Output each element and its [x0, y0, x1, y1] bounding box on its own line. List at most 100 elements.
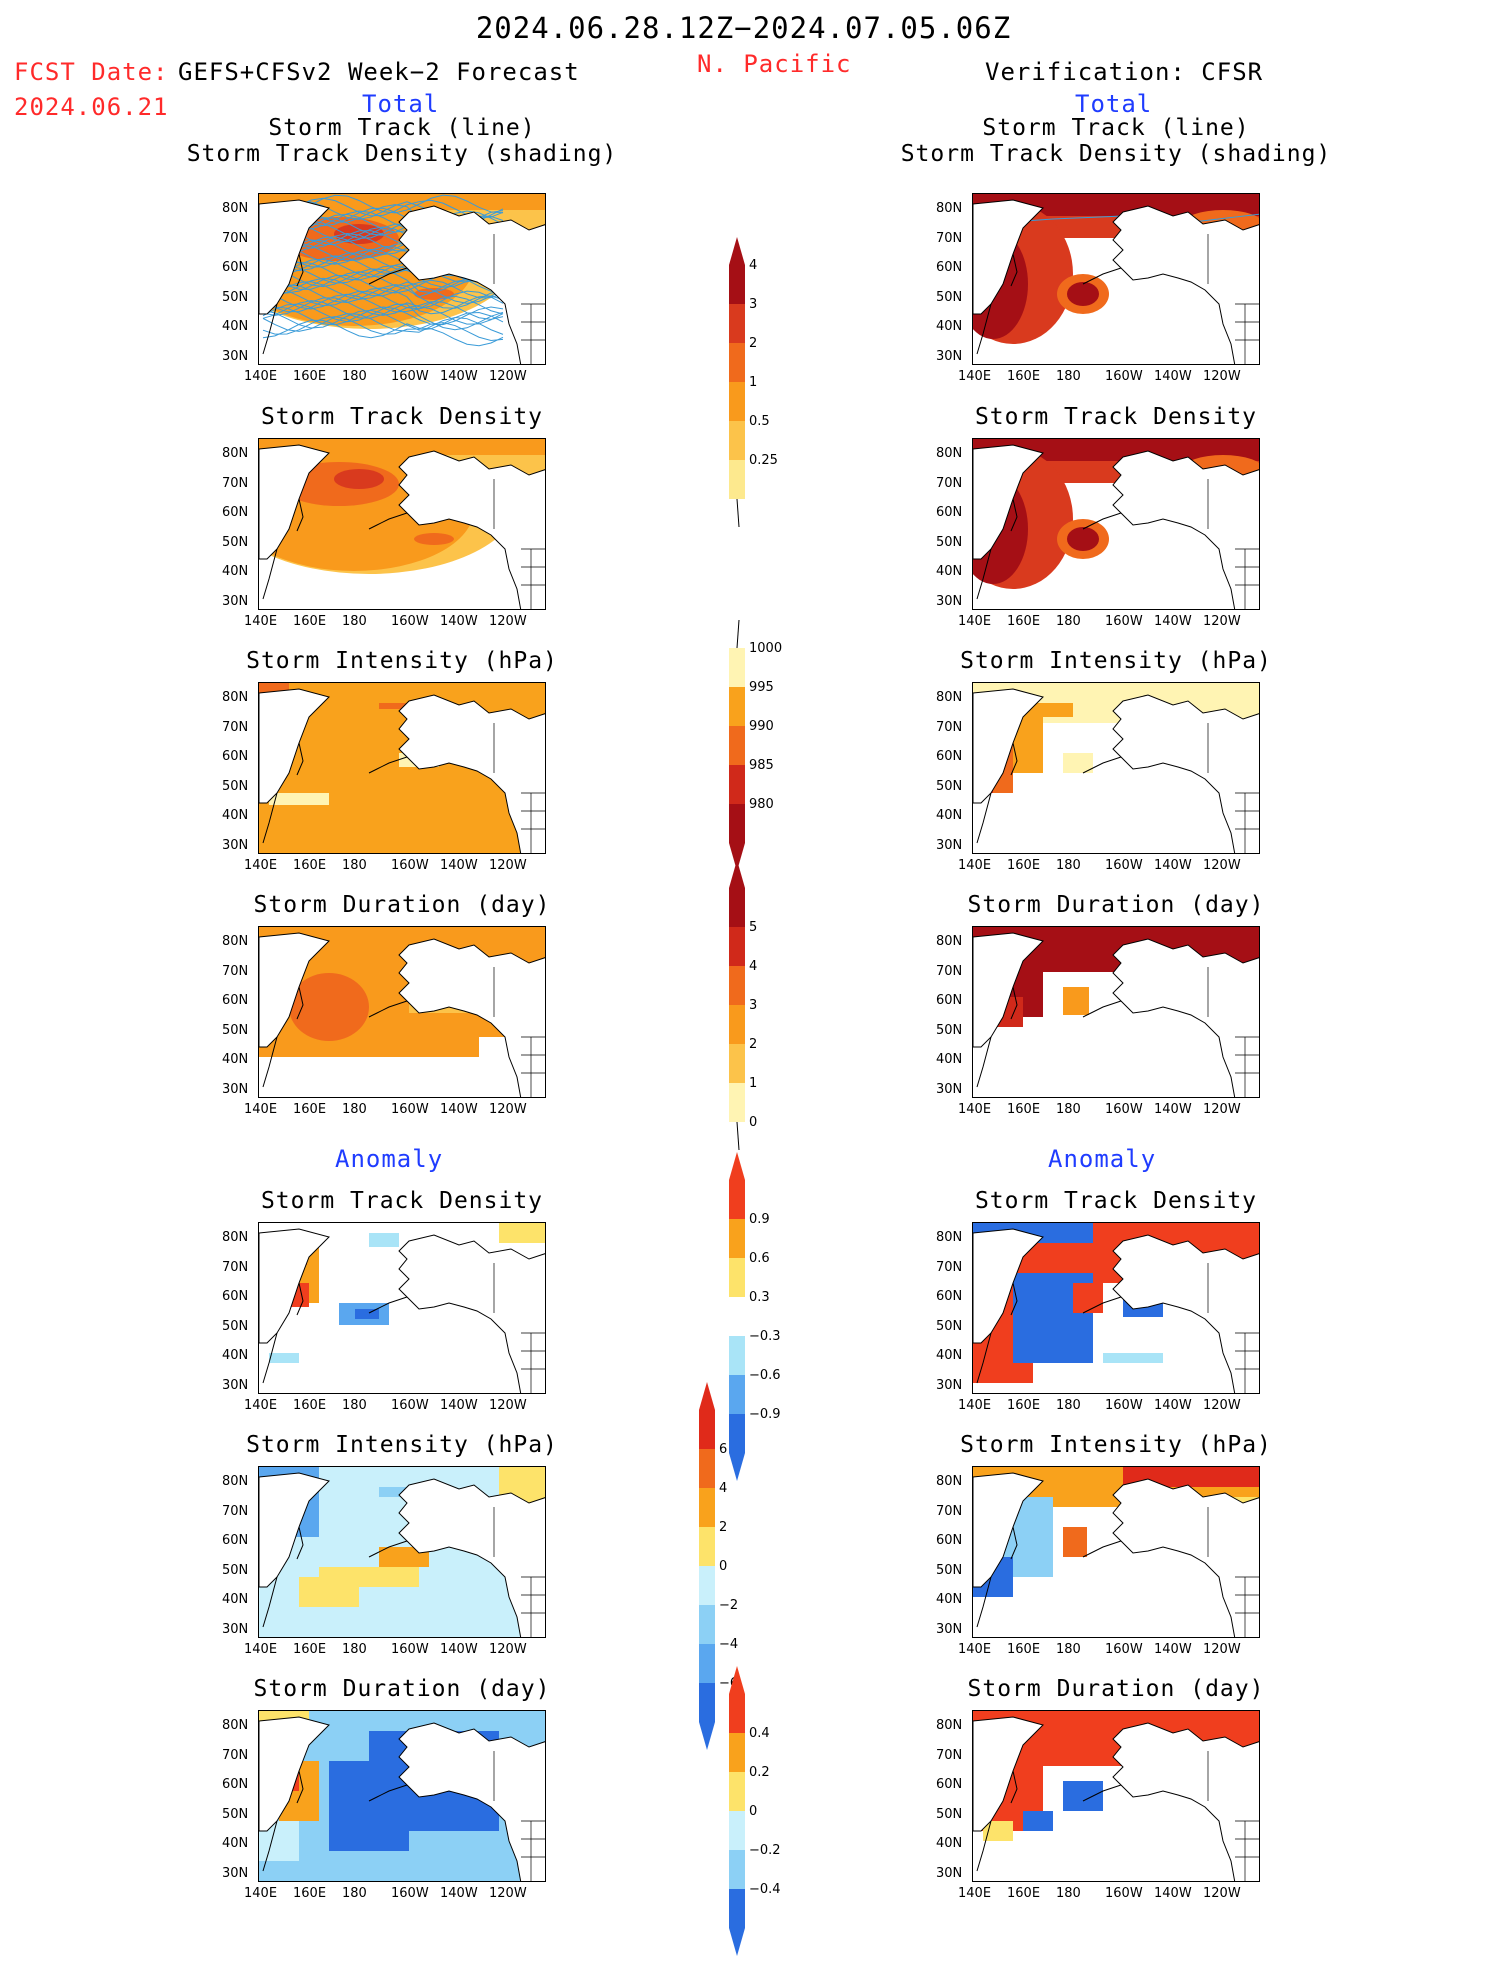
colorbar-label: 2 [719, 1520, 727, 1535]
track-line [262, 309, 504, 331]
lon-tick-label: 160W [391, 614, 429, 629]
fcst-model: GEFS+CFSv2 Week−2 Forecast [178, 58, 580, 86]
colorbar-label: 1 [749, 375, 757, 390]
lat-tick-label: 30N [936, 348, 963, 364]
border-line [1207, 234, 1259, 364]
panel-title: Storm Duration (day) [253, 892, 551, 918]
colorbar-label: 1 [749, 1076, 757, 1091]
lat-tick-label: 40N [222, 1052, 249, 1067]
colorbar-arrow [729, 1928, 745, 1956]
land-mass [398, 205, 545, 364]
land-mass [1112, 1722, 1259, 1881]
coastline [368, 512, 408, 530]
border-line [493, 234, 545, 364]
lon-tick-label: 180 [342, 369, 367, 384]
land-mass [1112, 1478, 1259, 1637]
colorbar-label: 0.25 [749, 453, 778, 468]
lat-tick-label: 60N [936, 260, 963, 275]
lon-tick-label: 180 [1056, 1886, 1081, 1901]
lon-tick-label: 160E [293, 1102, 327, 1117]
lat-tick-label: 40N [936, 1348, 963, 1363]
lon-tick-label: 140E [244, 1642, 278, 1657]
lon-tick-label: 140E [958, 1642, 992, 1657]
lat-tick-label: 40N [222, 1592, 249, 1607]
border-line [493, 1507, 545, 1637]
lat-tick-label: 80N [222, 934, 249, 949]
coastline [296, 742, 304, 776]
map-panel-intensity-verification [972, 682, 1260, 854]
lat-tick-label: 30N [222, 1081, 249, 1097]
coastline [368, 1296, 408, 1314]
lat-tick-label: 70N [936, 963, 963, 979]
shade-blob [414, 288, 454, 300]
panel-title: Storm Track Density [260, 404, 544, 430]
lat-tick-label: 70N [222, 1503, 249, 1519]
lat-tick-label: 40N [936, 808, 963, 823]
lat-tick-label: 80N [222, 690, 249, 705]
lat-tick-label: 40N [222, 319, 249, 334]
colorbar-label: 2 [749, 336, 757, 351]
colorbar-label: −4 [719, 1637, 738, 1652]
border-line [493, 723, 545, 853]
panel-title: Storm Track (line) [268, 115, 536, 141]
coastline [262, 548, 278, 600]
map-panel-intensity-forecast [258, 682, 546, 854]
coastline [976, 548, 992, 600]
track-line [262, 297, 504, 320]
lat-tick-label: 60N [936, 993, 963, 1008]
lat-tick-label: 50N [936, 289, 963, 305]
lon-tick-label: 120W [1203, 858, 1241, 873]
land-mass [1112, 694, 1259, 853]
lon-tick-label: 140E [244, 1398, 278, 1413]
colorbar-swatch [729, 1005, 745, 1044]
land-mass [398, 1234, 545, 1393]
lon-tick-label: 160W [1105, 369, 1143, 384]
lat-tick-label: 50N [222, 1806, 249, 1822]
lon-tick-label: 120W [1203, 1886, 1241, 1901]
lon-tick-label: 160E [293, 858, 327, 873]
coastline [368, 1540, 408, 1558]
colorbar-duration_anom: 0.4 0.2 0 −0.2 −0.4 [727, 1664, 807, 1972]
colorbar-label: 4 [749, 258, 757, 273]
lat-tick-label: 30N [222, 348, 249, 364]
panel-title: Storm Track Density [260, 1188, 544, 1214]
colorbar-tail [736, 619, 740, 649]
lat-tick-label: 40N [936, 1592, 963, 1607]
total-right-label: Total [1075, 90, 1153, 118]
lon-tick-label: 140W [440, 614, 478, 629]
colorbar-swatch [729, 1414, 745, 1453]
colorbar-swatch [699, 1527, 715, 1566]
panel-title: Storm Track Density (shading) [186, 141, 618, 167]
lat-tick-label: 70N [222, 719, 249, 735]
coastline [976, 303, 992, 355]
coastline [1082, 1784, 1122, 1802]
colorbar-label: 4 [719, 1481, 727, 1496]
lon-tick-label: 180 [342, 858, 367, 873]
coastline [262, 303, 278, 355]
coastline [368, 756, 408, 774]
border-line [1207, 723, 1259, 853]
lon-tick-label: 160W [1105, 1102, 1143, 1117]
land-mass [1112, 205, 1259, 364]
shade-blob [289, 973, 369, 1041]
colorbar-label: 0.3 [749, 1290, 770, 1305]
lon-tick-label: 140E [958, 369, 992, 384]
map-panel-duration-verification [972, 926, 1260, 1098]
panel-title: Storm Intensity (hPa) [960, 648, 1272, 674]
lon-tick-label: 140W [1154, 614, 1192, 629]
colorbar-swatch [729, 888, 745, 927]
colorbar-label: 995 [749, 680, 774, 695]
lat-tick-label: 50N [936, 1022, 963, 1038]
colorbar-swatch [729, 1772, 745, 1811]
track-line [262, 281, 504, 304]
colorbar-swatch [699, 1566, 715, 1605]
lat-tick-label: 50N [222, 1318, 249, 1334]
colorbar-swatch [729, 1083, 745, 1122]
lat-tick-label: 30N [222, 1377, 249, 1393]
lat-tick-label: 80N [936, 690, 963, 705]
colorbar-swatch [729, 648, 745, 687]
land-mass [398, 694, 545, 853]
lat-tick-label: 60N [936, 1533, 963, 1548]
lon-tick-label: 160E [1007, 1398, 1041, 1413]
panel-title: Storm Intensity (hPa) [960, 1432, 1272, 1458]
